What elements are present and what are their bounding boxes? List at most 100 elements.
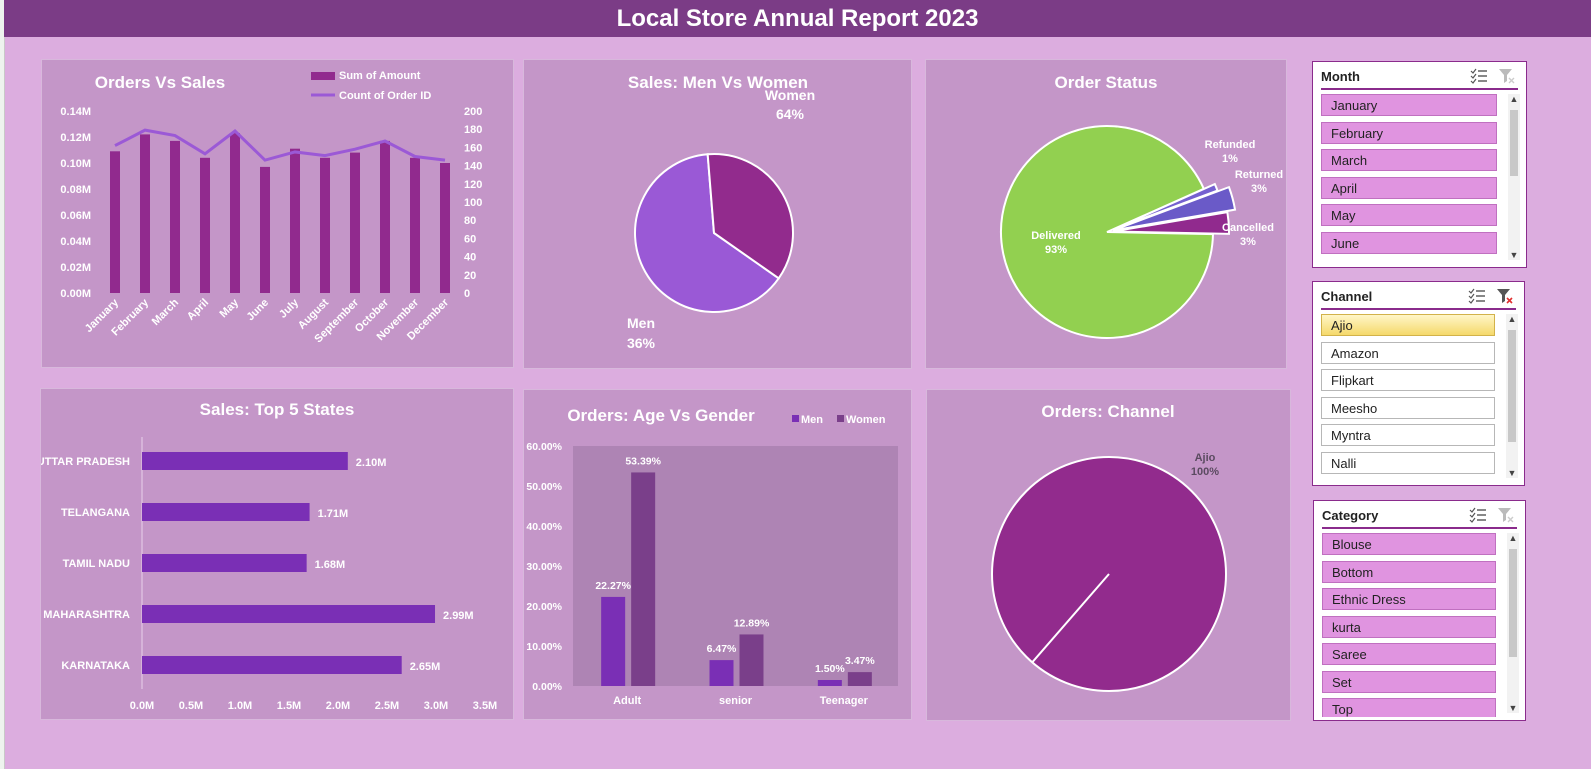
state-label: MAHARASHTRA (43, 609, 130, 621)
legend-women-swatch (837, 415, 844, 422)
category-slicer-item[interactable]: Bottom (1322, 560, 1496, 583)
month-slicer-item[interactable]: June (1321, 231, 1497, 254)
clear-filter-icon[interactable] (1497, 507, 1515, 523)
state-x-tick: 1.0M (228, 700, 252, 712)
month-slicer-item[interactable]: March (1321, 149, 1497, 171)
category-slicer-items: Blouse Bottom Ethnic Dress kurta Saree Set Top (1322, 533, 1496, 717)
amount-bar (110, 151, 120, 293)
amount-bar (260, 166, 270, 293)
channel-slicer-item[interactable]: Meesho (1321, 396, 1495, 419)
report-title-bar: Local Store Annual Report 2023 (4, 0, 1591, 37)
legend-amount-swatch (311, 72, 335, 80)
age-y-tick: 60.00% (526, 441, 562, 453)
category-slicer-item[interactable]: kurta (1322, 615, 1496, 638)
age-y-tick: 40.00% (526, 521, 562, 533)
amount-bar (140, 134, 150, 293)
women-bar (739, 634, 764, 686)
channel-slicer-title: Channel (1321, 289, 1373, 304)
men-vs-women-panel[interactable]: Sales: Men Vs Women Women 64% Men 36% (523, 59, 912, 369)
sheet-row-strip (0, 0, 5, 769)
scroll-down-arrow-icon[interactable]: ▼ (1507, 468, 1517, 478)
left-axis-tick: 0.00M (60, 288, 91, 300)
state-label: TELANGANA (61, 507, 130, 519)
men-slice (706, 153, 794, 280)
category-slicer-title: Category (1322, 508, 1379, 523)
scroll-down-arrow-icon[interactable]: ▼ (1508, 703, 1518, 713)
month-slicer-items: January February March April May June (1321, 94, 1497, 259)
age-gender-panel[interactable]: Orders: Age Vs Gender Men Women 60.00% 50… (523, 389, 912, 720)
multi-select-icon[interactable] (1468, 288, 1486, 304)
scroll-up-arrow-icon[interactable]: ▲ (1508, 533, 1518, 543)
women-label: Women (765, 87, 815, 103)
men-bar (601, 596, 626, 686)
men-label: Men (627, 315, 655, 331)
state-x-tick: 0.5M (179, 700, 203, 712)
scroll-thumb[interactable] (1510, 110, 1518, 176)
channel-slicer-item[interactable]: Flipkart (1321, 369, 1495, 391)
age-value-label: 12.89% (734, 617, 770, 629)
age-gender-title: Orders: Age Vs Gender (567, 406, 755, 425)
legend-count-label: Count of Order ID (339, 90, 431, 102)
scroll-up-arrow-icon[interactable]: ▲ (1509, 94, 1519, 104)
scroll-up-arrow-icon[interactable]: ▲ (1507, 314, 1517, 324)
month-slicer-item[interactable]: February (1321, 121, 1497, 144)
month-slicer-scrollbar[interactable]: ▲ ▼ (1508, 94, 1520, 260)
order-status-title: Order Status (1055, 73, 1158, 92)
state-label: UTTAR PRADESH (41, 456, 130, 468)
order-status-panel[interactable]: Order Status Delivered 93% Refunded 1% R… (925, 59, 1287, 369)
left-axis-tick: 0.02M (60, 262, 91, 274)
month-tick-label: June (244, 297, 271, 324)
category-slicer-scrollbar[interactable]: ▲ ▼ (1507, 533, 1519, 713)
women-bar (631, 472, 656, 686)
month-slicer-item[interactable]: January (1321, 94, 1497, 116)
category-slicer-item[interactable]: Saree (1322, 643, 1496, 665)
age-value-label: 1.50% (815, 663, 845, 675)
channel-slicer-item[interactable]: Ajio (1321, 314, 1495, 336)
channel-slicer-item[interactable]: Nalli (1321, 451, 1495, 474)
state-value-label: 2.99M (443, 610, 474, 622)
orders-vs-sales-panel[interactable]: Orders Vs Sales Sum of Amount Count of O… (41, 59, 514, 368)
channel-slicer[interactable]: Channel Ajio Amazon Flipkart Meesho Myntra Na… (1312, 281, 1525, 486)
month-tick-label: March (150, 296, 182, 328)
age-gender-plot-area (573, 446, 898, 686)
right-axis-tick: 140 (464, 161, 482, 173)
clear-filter-icon[interactable] (1496, 288, 1514, 304)
age-gender-chart: Orders: Age Vs Gender Men Women 60.00% 50… (526, 406, 898, 707)
clear-filter-icon[interactable] (1498, 68, 1516, 84)
age-value-label: 22.27% (595, 580, 631, 592)
category-slicer-item[interactable]: Top (1322, 698, 1496, 717)
age-category-label: senior (719, 695, 753, 707)
amount-bar (290, 148, 300, 293)
channel-slicer-scrollbar[interactable]: ▲ ▼ (1506, 314, 1518, 478)
channel-slicer-item[interactable]: Amazon (1321, 341, 1495, 364)
refunded-pct: 1% (1222, 153, 1238, 165)
age-category-label: Teenager (820, 695, 869, 707)
month-slicer-item[interactable]: May (1321, 204, 1497, 226)
multi-select-icon[interactable] (1470, 68, 1488, 84)
state-x-tick: 1.5M (277, 700, 301, 712)
month-slicer-item[interactable]: April (1321, 176, 1497, 199)
category-slicer-item[interactable]: Blouse (1322, 533, 1496, 555)
multi-select-icon[interactable] (1469, 507, 1487, 523)
scroll-thumb[interactable] (1508, 330, 1516, 442)
state-x-tick: 2.5M (375, 700, 399, 712)
men-bar (709, 660, 734, 686)
age-y-tick: 50.00% (526, 481, 562, 493)
category-slicer-item[interactable]: Set (1322, 670, 1496, 693)
state-value-label: 1.71M (318, 508, 349, 520)
orders-channel-panel[interactable]: Orders: Channel Ajio 100% (926, 389, 1291, 721)
right-axis-tick: 180 (464, 124, 482, 136)
category-slicer-item[interactable]: Ethnic Dress (1322, 588, 1496, 610)
month-slicer[interactable]: Month January February March April May June ▲… (1312, 61, 1527, 268)
state-x-tick: 3.0M (424, 700, 448, 712)
top-states-panel[interactable]: Sales: Top 5 States UTTAR PRADESH 2.10M TE… (40, 388, 514, 720)
category-slicer[interactable]: Category Blouse Bottom Ethnic Dress kurta Sa… (1313, 500, 1526, 721)
channel-slicer-item[interactable]: Myntra (1321, 424, 1495, 446)
scroll-down-arrow-icon[interactable]: ▼ (1509, 250, 1519, 260)
top-states-chart: Sales: Top 5 States UTTAR PRADESH 2.10M TE… (41, 400, 497, 712)
left-axis-tick: 0.04M (60, 236, 91, 248)
right-axis-tick: 100 (464, 197, 482, 209)
left-axis-tick: 0.08M (60, 184, 91, 196)
scroll-thumb[interactable] (1509, 549, 1517, 657)
legend-men-label: Men (801, 414, 823, 426)
